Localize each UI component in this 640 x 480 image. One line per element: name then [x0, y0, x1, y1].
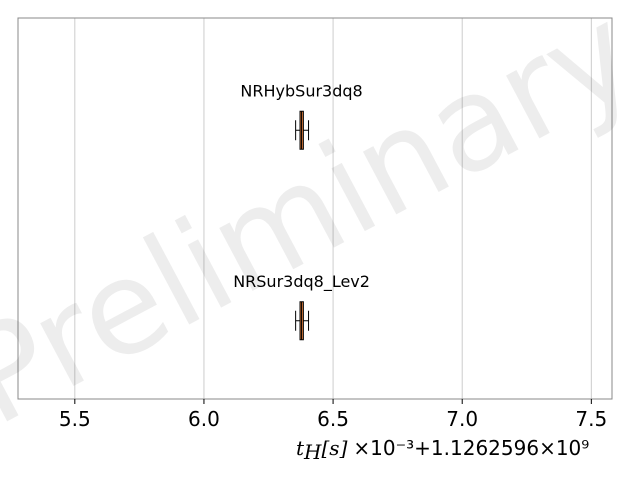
watermark: Preliminary [0, 0, 640, 455]
series-label: NRHybSur3dq8 [240, 81, 362, 100]
x-axis-subscript: H [303, 440, 322, 464]
x-axis-ticks: 5.5 6.0 6.5 7.0 7.5 [59, 399, 607, 431]
x-tick-label: 6.0 [188, 407, 220, 431]
series-label: NRSur3dq8_Lev2 [233, 272, 370, 292]
x-tick-label: 7.0 [446, 407, 478, 431]
boxplots: NRHybSur3dq8 NRSur3dq8_Lev2 [233, 81, 370, 341]
x-axis-label: tH[s] ×10⁻³+1.1262596×10⁹ [296, 436, 589, 464]
boxplot-series: NRHybSur3dq8 [240, 81, 363, 150]
x-tick-label: 5.5 [59, 407, 91, 431]
grid-lines [74, 18, 592, 399]
x-tick-label: 7.5 [575, 407, 607, 431]
plot-frame [17, 17, 613, 400]
x-axis-symbol: t [296, 436, 305, 460]
offset-text: ×10⁻³+1.1262596×10⁹ [353, 436, 589, 460]
x-tick-label: 6.5 [317, 407, 349, 431]
boxplot-series: NRSur3dq8_Lev2 [233, 272, 370, 341]
x-axis-unit: [s] [322, 436, 348, 460]
